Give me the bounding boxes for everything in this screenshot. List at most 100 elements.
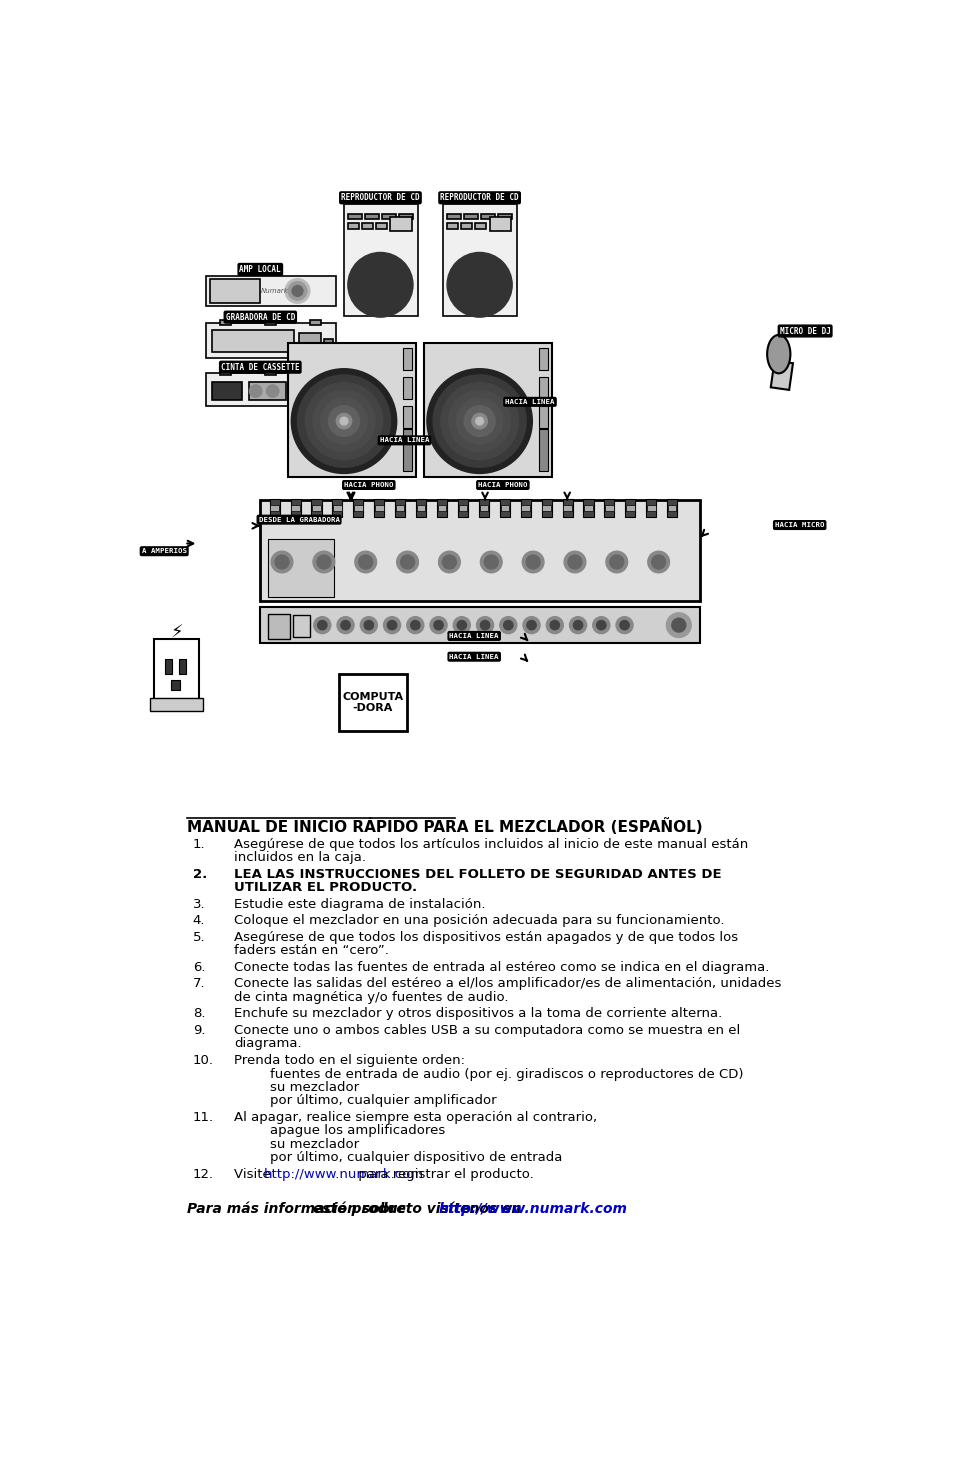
Circle shape [433,375,525,468]
Text: REPRODUCTOR DE CD: REPRODUCTOR DE CD [341,193,419,202]
Bar [667,504,676,512]
Text: HACIA PHONO: HACIA PHONO [477,482,527,488]
Bar [541,499,551,518]
Circle shape [328,406,359,437]
Circle shape [647,552,669,572]
Text: Enchufe su mezclador y otros dispositivos a la toma de corriente alterna.: Enchufe su mezclador y otros dispositivo… [233,1007,721,1021]
Circle shape [348,252,413,317]
Bar [323,339,333,348]
Bar [265,320,275,324]
Text: 10.: 10. [193,1055,213,1066]
Bar [381,214,395,220]
Text: HACIA MICRO: HACIA MICRO [774,522,823,528]
Circle shape [316,555,331,569]
Circle shape [366,271,394,298]
Circle shape [484,555,497,569]
Bar [436,499,447,518]
Bar [624,499,635,518]
Bar [206,373,335,406]
Circle shape [453,617,470,634]
Bar [645,499,656,518]
Text: Prenda todo en el siguiente orden:: Prenda todo en el siguiente orden: [233,1055,464,1066]
Circle shape [291,369,396,473]
Bar [293,382,330,400]
Circle shape [563,552,585,572]
Text: 8.: 8. [193,1007,205,1021]
Bar [270,499,279,518]
Bar [171,680,180,690]
Bar [220,320,231,324]
Bar [333,504,341,512]
Circle shape [567,555,581,569]
Circle shape [313,552,335,572]
Bar [365,214,378,220]
Text: 4.: 4. [193,914,205,928]
Circle shape [616,617,633,634]
Bar [288,342,416,478]
Circle shape [569,617,586,634]
Bar [402,348,412,370]
Circle shape [452,257,507,313]
Bar [310,320,320,324]
Bar [268,615,290,639]
Bar [374,499,384,518]
Circle shape [358,263,402,307]
Bar [604,499,614,518]
Bar [154,639,199,699]
Text: 9.: 9. [193,1024,205,1037]
Bar [291,499,300,518]
Text: apague los amplificadores: apague los amplificadores [270,1124,445,1137]
Text: UTILIZAR EL PRODUCTO.: UTILIZAR EL PRODUCTO. [233,881,416,894]
Bar [395,504,404,512]
Bar [666,499,677,518]
Circle shape [671,618,685,633]
Circle shape [336,617,354,634]
Text: 2.: 2. [193,867,207,881]
Circle shape [360,617,377,634]
Bar [265,370,275,375]
Text: faders están en “cero”.: faders están en “cero”. [233,944,389,957]
Bar [165,659,172,674]
Text: HACIA LINEA: HACIA LINEA [449,653,498,659]
Bar [390,217,412,232]
Text: 5.: 5. [193,931,205,944]
Text: HACIA LINEA: HACIA LINEA [379,438,429,444]
Circle shape [526,621,536,630]
Bar [395,499,405,518]
Bar [150,698,203,711]
Bar [344,204,417,316]
Bar [583,499,593,518]
Bar [521,504,530,512]
Circle shape [480,621,489,630]
Bar [310,370,320,375]
Text: AMP LOCAL: AMP LOCAL [239,266,281,274]
Circle shape [448,391,510,451]
Bar [479,504,488,512]
Circle shape [396,552,418,572]
Text: Numark: Numark [260,288,288,294]
Circle shape [271,552,293,572]
Text: Estudie este diagrama de instalación.: Estudie este diagrama de instalación. [233,898,485,910]
Bar [478,499,488,518]
Text: DESDE LA GRABADORA: DESDE LA GRABADORA [258,516,339,522]
Circle shape [340,417,348,425]
Text: http://www.numark.com: http://www.numark.com [264,1168,423,1181]
Bar [537,429,547,471]
Text: su mezclador: su mezclador [270,1137,359,1151]
Bar [423,342,551,478]
Circle shape [335,413,352,429]
Bar [447,214,460,220]
Circle shape [609,555,623,569]
Text: MICRO DE DJ: MICRO DE DJ [779,326,830,335]
Bar [270,504,278,512]
Bar [537,378,547,398]
Bar [562,504,571,512]
Circle shape [274,555,289,569]
Circle shape [464,406,495,437]
Circle shape [456,621,466,630]
Bar [249,382,286,400]
Circle shape [427,369,532,473]
Bar [520,499,530,518]
Bar [220,370,231,375]
Bar [312,504,320,512]
